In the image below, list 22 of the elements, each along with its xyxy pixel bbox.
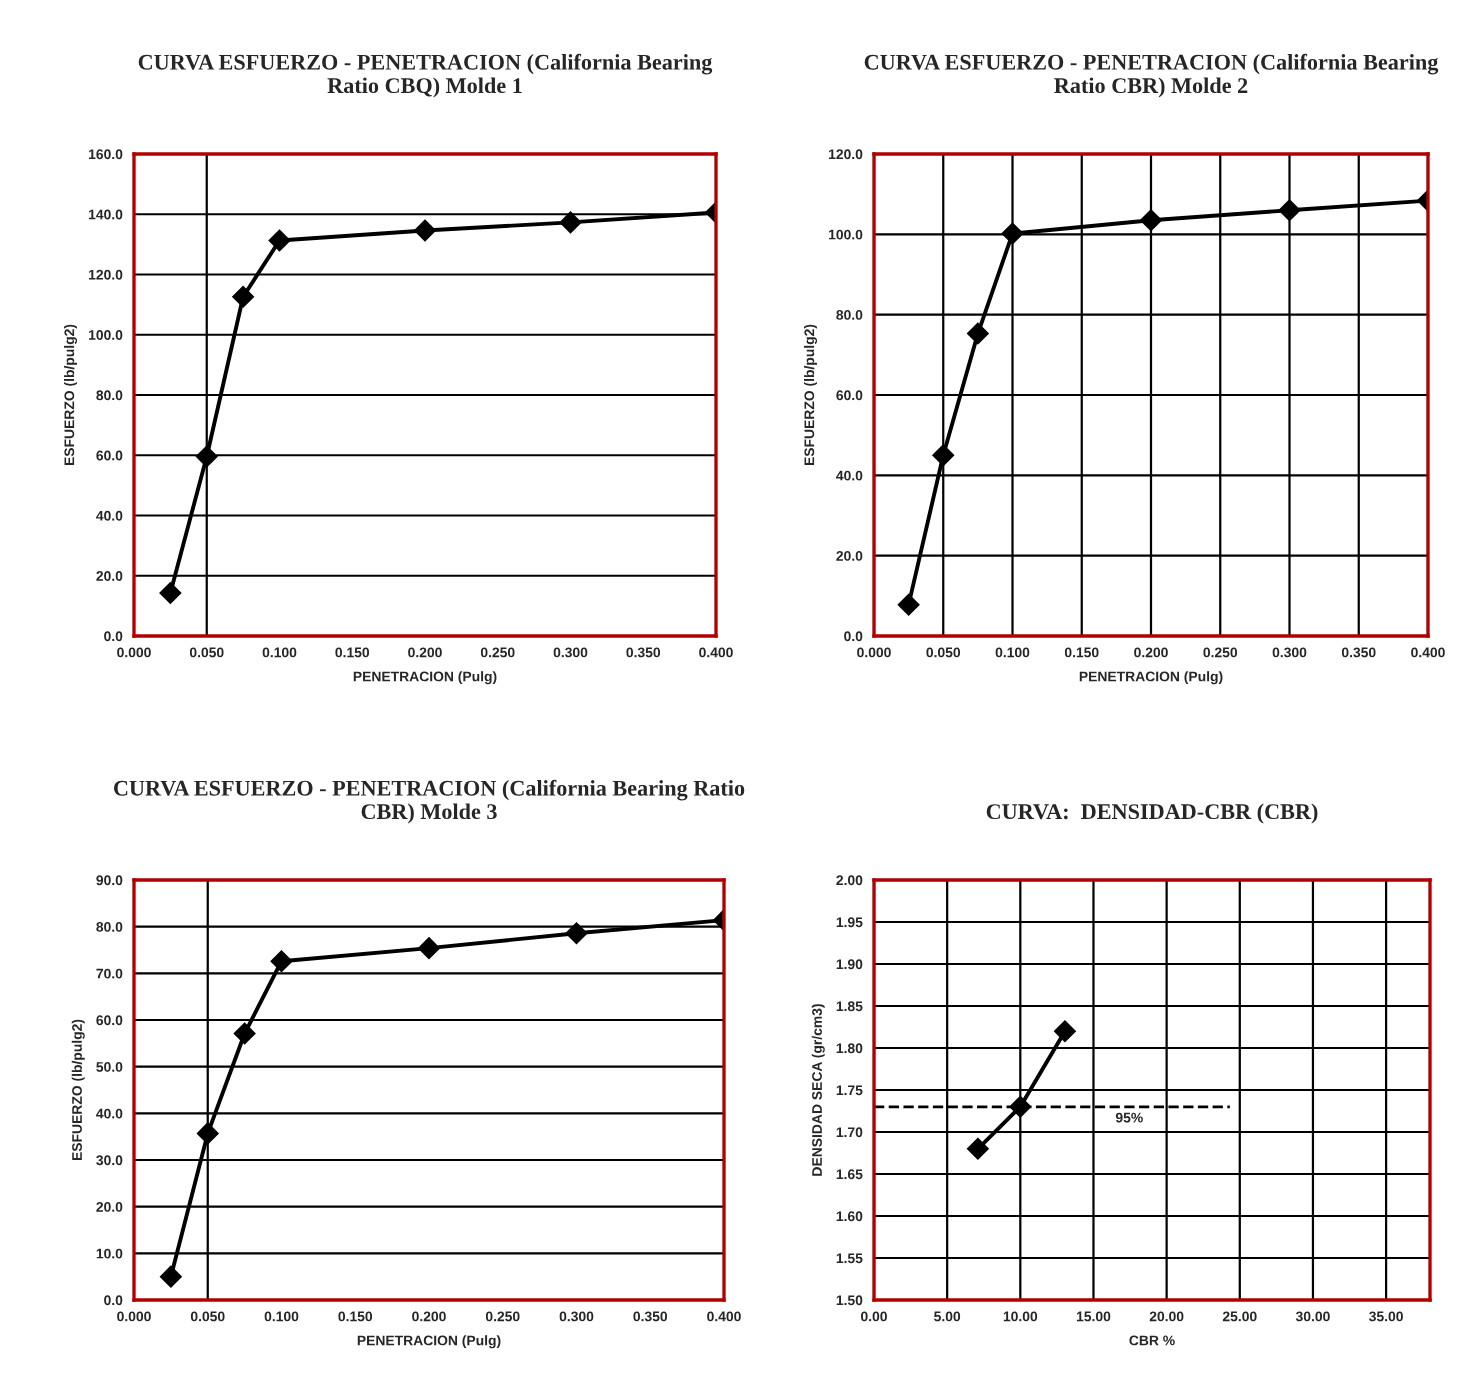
point (160, 1265, 182, 1288)
point (559, 211, 582, 234)
point (897, 593, 920, 616)
point (232, 285, 254, 308)
point (418, 937, 440, 959)
point (565, 922, 588, 945)
chart-title: CURVA ESFUERZO - PENETRACION (California Bearing Ratio CBR) Molde 3 (113, 779, 745, 824)
point (967, 322, 989, 345)
point (414, 219, 436, 242)
point (270, 950, 293, 973)
point (268, 229, 291, 252)
point (1001, 222, 1024, 245)
point (1054, 1020, 1076, 1043)
chart-title: CURVA: DENSIDAD-CBR (CBR) (986, 803, 1318, 824)
point (233, 1022, 256, 1045)
point (1140, 209, 1162, 232)
point (1278, 199, 1301, 222)
point (159, 582, 182, 604)
point (967, 1137, 989, 1160)
chart-title: CURVA ESFUERZO - PENETRACION (California Bearing Ratio CBQ) Molde 1 (138, 53, 713, 98)
chart-title: CURVA ESFUERZO - PENETRACION (California Bearing Ratio CBR) Molde 2 (864, 53, 1439, 98)
point (932, 444, 955, 467)
